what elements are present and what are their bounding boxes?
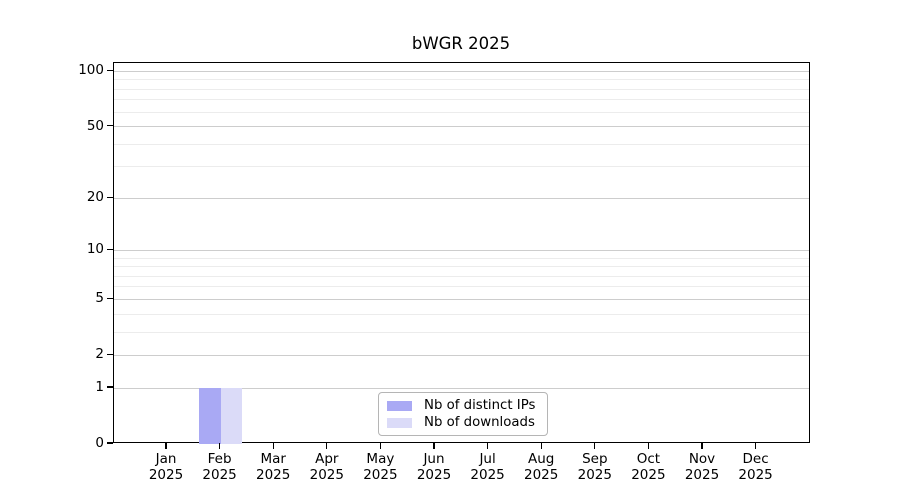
x-tick-label: Apr 2025 [309,451,344,483]
y-tick-label: 1 [95,379,104,396]
x-tick-label: Jun 2025 [416,451,452,483]
legend: Nb of distinct IPs Nb of downloads [378,392,548,436]
x-tick [540,443,542,449]
major-gridline [114,298,809,300]
minor-gridline [114,266,809,268]
minor-gridline [114,331,809,333]
plot-area [113,62,810,444]
x-tick [326,443,328,449]
major-gridline [114,70,809,72]
x-tick-label: Mar 2025 [256,451,291,483]
minor-gridline [114,143,809,145]
legend-label-distinct-ips: Nb of distinct IPs [424,398,536,413]
minor-gridline [114,257,809,259]
y-tick [107,353,113,355]
y-tick-label: 100 [78,62,104,79]
y-tick-label: 2 [95,346,104,363]
x-tick-label: Jul 2025 [470,451,505,483]
x-tick [165,443,167,449]
x-tick [379,443,381,449]
major-gridline [114,126,809,128]
x-tick-label: Oct 2025 [631,451,666,483]
y-tick-label: 20 [86,189,104,206]
major-gridline [114,197,809,199]
y-tick [107,124,113,127]
legend-entry-downloads: Nb of downloads [385,414,541,431]
y-tick [107,297,113,299]
legend-entry-distinct-ips: Nb of distinct IPs [385,397,541,414]
minor-gridline [114,166,809,168]
y-tick [107,386,113,388]
x-tick-label: Aug 2025 [524,451,559,483]
x-tick [701,443,703,449]
y-tick-label: 5 [95,290,104,307]
x-tick [219,443,221,449]
x-tick-label: Dec 2025 [738,451,773,483]
major-gridline [114,387,809,389]
legend-swatch-downloads [387,417,412,428]
x-tick-label: Jan 2025 [148,451,184,483]
x-tick-label: Sep 2025 [577,451,612,483]
legend-swatch-distinct-ips [387,400,412,411]
chart-title: bWGR 2025 [411,34,511,53]
minor-gridline [114,313,809,315]
bar-distinct-ips [199,388,221,444]
legend-label-downloads: Nb of downloads [424,415,535,430]
y-tick-label: 0 [95,435,104,451]
x-tick [272,443,274,449]
y-tick [107,69,113,71]
major-gridline [114,249,809,251]
bar-downloads [220,388,242,444]
x-tick [433,443,435,449]
x-tick [755,443,757,449]
major-gridline [114,354,809,356]
minor-gridline [114,111,809,113]
y-tick [107,196,113,198]
minor-gridline [114,79,809,81]
x-tick-label: Nov 2025 [684,451,720,483]
y-tick [107,442,113,444]
minor-gridline [114,88,809,90]
minor-gridline [114,99,809,101]
y-tick [107,248,113,250]
x-tick [647,443,649,449]
x-tick [594,443,596,449]
x-tick-label: Feb 2025 [202,451,237,483]
y-tick-label: 50 [86,117,104,134]
minor-gridline [114,286,809,288]
x-tick [487,443,489,449]
y-tick-label: 10 [86,241,104,258]
x-tick-label: May 2025 [363,451,398,483]
minor-gridline [114,275,809,277]
